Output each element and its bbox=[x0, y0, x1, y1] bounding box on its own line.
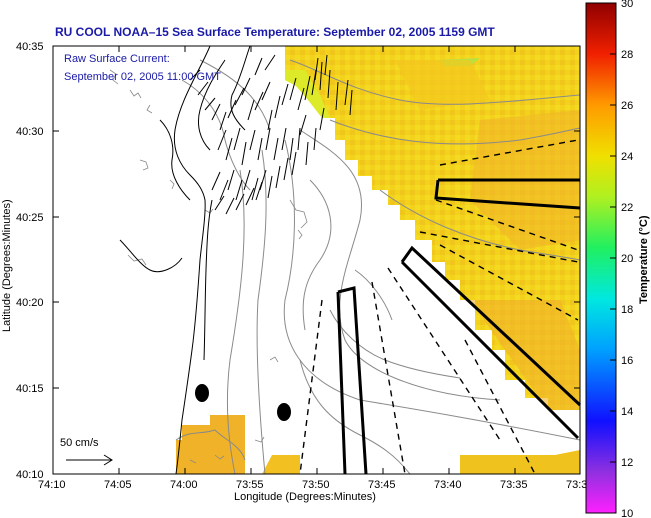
station-marker-1 bbox=[195, 384, 209, 402]
y-axis-ticks bbox=[53, 45, 580, 475]
x-tick-label: 73:3 bbox=[566, 479, 587, 491]
surface-current-vectors bbox=[189, 54, 353, 215]
colorbar-ticks bbox=[610, 2, 616, 514]
colorbar-title: Temperature (°C) bbox=[638, 215, 650, 304]
x-tick-label: 73:55 bbox=[236, 479, 264, 491]
x-axis-title: Longitude (Degrees:Minutes) bbox=[234, 491, 376, 503]
x-axis-labels: 74:10 74:05 74:00 73:55 73:50 73:45 73:4… bbox=[38, 479, 587, 491]
current-time: September 02, 2005 11:00 GMT bbox=[64, 71, 221, 83]
sst-patch-cool bbox=[285, 70, 330, 118]
colorbar-tick-label: 26 bbox=[621, 100, 633, 112]
y-tick-label: 40:35 bbox=[16, 41, 44, 53]
colorbar-tick-labels: 30 28 26 24 22 20 18 16 14 12 10 bbox=[621, 0, 633, 518]
colorbar-tick-label: 20 bbox=[621, 253, 633, 265]
x-tick-label: 74:05 bbox=[104, 479, 132, 491]
sst-region-offshore-south bbox=[460, 450, 580, 474]
sst-patch-warm-3 bbox=[395, 60, 490, 110]
station-marker-2 bbox=[277, 403, 291, 421]
colorbar-tick-label: 30 bbox=[621, 0, 633, 10]
colorbar-tick-label: 16 bbox=[621, 355, 633, 367]
sst-region-nearshore-2 bbox=[262, 455, 300, 474]
x-tick-label: 74:10 bbox=[38, 479, 66, 491]
sst-region-nearshore-1 bbox=[176, 415, 245, 474]
scale-arrow bbox=[66, 454, 113, 466]
y-tick-label: 40:20 bbox=[16, 297, 44, 309]
colorbar-tick-label: 24 bbox=[621, 151, 633, 163]
dashed-transects bbox=[299, 139, 579, 475]
colorbar-tick-label: 14 bbox=[621, 406, 633, 418]
x-tick-label: 73:45 bbox=[368, 479, 396, 491]
coastline bbox=[119, 46, 251, 474]
colorbar bbox=[585, 2, 617, 514]
y-axis-labels: 40:35 40:30 40:25 40:20 40:15 40:10 bbox=[16, 41, 44, 481]
x-tick-label: 73:50 bbox=[302, 479, 330, 491]
x-tick-label: 73:40 bbox=[434, 479, 462, 491]
x-axis-ticks bbox=[52, 46, 581, 474]
map-title: RU COOL NOAA–15 Sea Surface Temperature:… bbox=[55, 25, 495, 39]
x-tick-label: 74:00 bbox=[170, 479, 198, 491]
colorbar-tick-label: 18 bbox=[621, 304, 633, 316]
colorbar-tick-label: 10 bbox=[621, 508, 633, 518]
y-axis-title: Latitude (Degrees:Minutes) bbox=[1, 199, 13, 332]
y-tick-label: 40:10 bbox=[16, 469, 44, 481]
y-tick-label: 40:25 bbox=[16, 212, 44, 224]
x-tick-label: 73:35 bbox=[500, 479, 528, 491]
study-boxes bbox=[336, 178, 582, 475]
y-tick-label: 40:30 bbox=[16, 126, 44, 138]
colorbar-tick-label: 12 bbox=[621, 457, 633, 469]
sst-field bbox=[109, 46, 580, 474]
current-label: Raw Surface Current: bbox=[64, 53, 170, 65]
scale-label: 50 cm/s bbox=[60, 437, 99, 449]
y-tick-label: 40:15 bbox=[16, 383, 44, 395]
colorbar-tick-label: 28 bbox=[621, 49, 633, 61]
colorbar-tick-label: 22 bbox=[621, 202, 633, 214]
